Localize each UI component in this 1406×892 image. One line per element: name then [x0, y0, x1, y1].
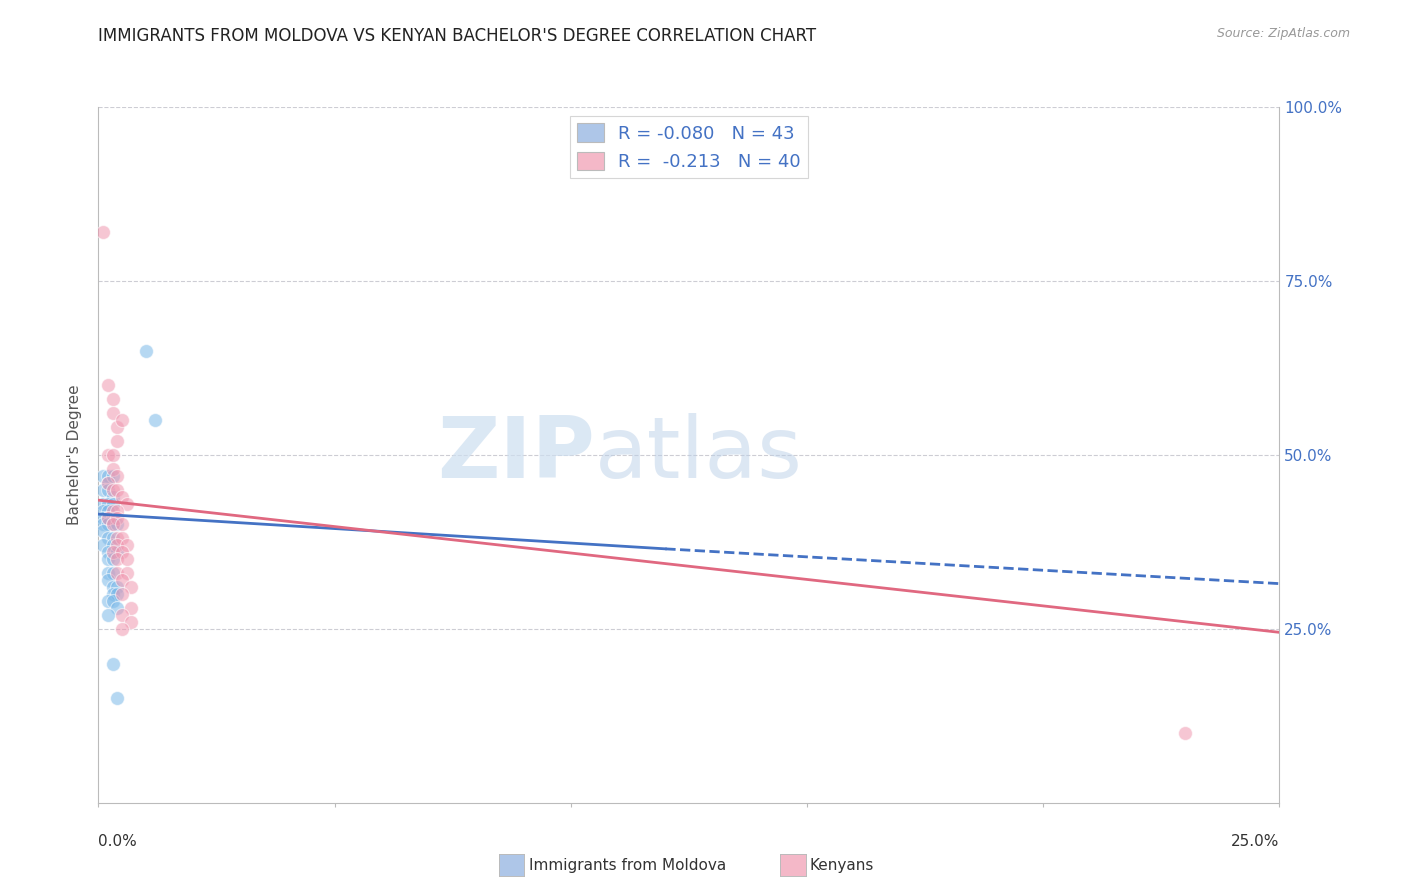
Text: 0.0%: 0.0% [98, 834, 138, 849]
Text: atlas: atlas [595, 413, 803, 497]
Text: Source: ZipAtlas.com: Source: ZipAtlas.com [1216, 27, 1350, 40]
Point [105, 545, 128, 559]
Point [101, 657, 124, 671]
Point [101, 552, 124, 566]
Point [105, 434, 128, 448]
Point [115, 566, 138, 581]
Point [101, 517, 124, 532]
Point [115, 552, 138, 566]
Point [111, 607, 134, 622]
Point [97, 573, 120, 587]
Point [105, 566, 128, 581]
Point [101, 392, 124, 407]
Point [101, 503, 124, 517]
Point [97, 594, 120, 608]
Point [101, 448, 124, 462]
Point [101, 406, 124, 420]
Point [101, 462, 124, 476]
Point [105, 538, 128, 552]
Text: ZIP: ZIP [437, 413, 595, 497]
Point [97, 532, 120, 546]
Point [97, 378, 120, 392]
Point [101, 532, 124, 546]
Point [105, 580, 128, 594]
Point [97, 468, 120, 483]
Point [1174, 726, 1197, 740]
Point [101, 497, 124, 511]
Point [101, 517, 124, 532]
Point [115, 497, 138, 511]
Point [91, 468, 114, 483]
Point [97, 566, 120, 581]
Point [91, 497, 114, 511]
Point [105, 517, 128, 532]
Point [101, 510, 124, 524]
Point [105, 587, 128, 601]
Point [91, 517, 114, 532]
Legend: R = -0.080   N = 43, R =  -0.213   N = 40: R = -0.080 N = 43, R = -0.213 N = 40 [569, 116, 808, 178]
Point [91, 510, 114, 524]
Point [101, 538, 124, 552]
Point [91, 483, 114, 497]
Point [101, 587, 124, 601]
Point [111, 413, 134, 427]
Point [101, 545, 124, 559]
Point [121, 615, 143, 629]
Point [105, 601, 128, 615]
Point [121, 601, 143, 615]
Point [97, 475, 120, 490]
Point [105, 510, 128, 524]
Point [143, 413, 166, 427]
Point [101, 483, 124, 497]
Point [97, 545, 120, 559]
Point [91, 225, 114, 239]
Point [97, 510, 120, 524]
Point [97, 510, 120, 524]
Point [121, 580, 143, 594]
Point [105, 552, 128, 566]
Text: 25.0%: 25.0% [1232, 834, 1279, 849]
Point [105, 532, 128, 546]
Point [105, 468, 128, 483]
Point [105, 483, 128, 497]
Point [115, 538, 138, 552]
Point [97, 475, 120, 490]
Point [111, 545, 134, 559]
Point [97, 483, 120, 497]
Point [91, 538, 114, 552]
Point [97, 552, 120, 566]
Point [101, 566, 124, 581]
Point [105, 503, 128, 517]
Point [97, 503, 120, 517]
Point [111, 587, 134, 601]
Text: IMMIGRANTS FROM MOLDOVA VS KENYAN BACHELOR'S DEGREE CORRELATION CHART: IMMIGRANTS FROM MOLDOVA VS KENYAN BACHEL… [98, 27, 817, 45]
Point [97, 497, 120, 511]
Point [111, 532, 134, 546]
Text: Kenyans: Kenyans [810, 858, 875, 872]
Point [101, 594, 124, 608]
Point [97, 448, 120, 462]
Point [105, 691, 128, 706]
Point [105, 420, 128, 434]
Point [111, 622, 134, 636]
Y-axis label: Bachelor's Degree: Bachelor's Degree [67, 384, 83, 525]
Text: Immigrants from Moldova: Immigrants from Moldova [529, 858, 725, 872]
Point [91, 524, 114, 539]
Point [97, 517, 120, 532]
Point [97, 607, 120, 622]
Point [101, 580, 124, 594]
Point [111, 573, 134, 587]
Point [91, 503, 114, 517]
Point [111, 517, 134, 532]
Point [101, 468, 124, 483]
Point [111, 490, 134, 504]
Point [135, 343, 157, 358]
Point [101, 490, 124, 504]
